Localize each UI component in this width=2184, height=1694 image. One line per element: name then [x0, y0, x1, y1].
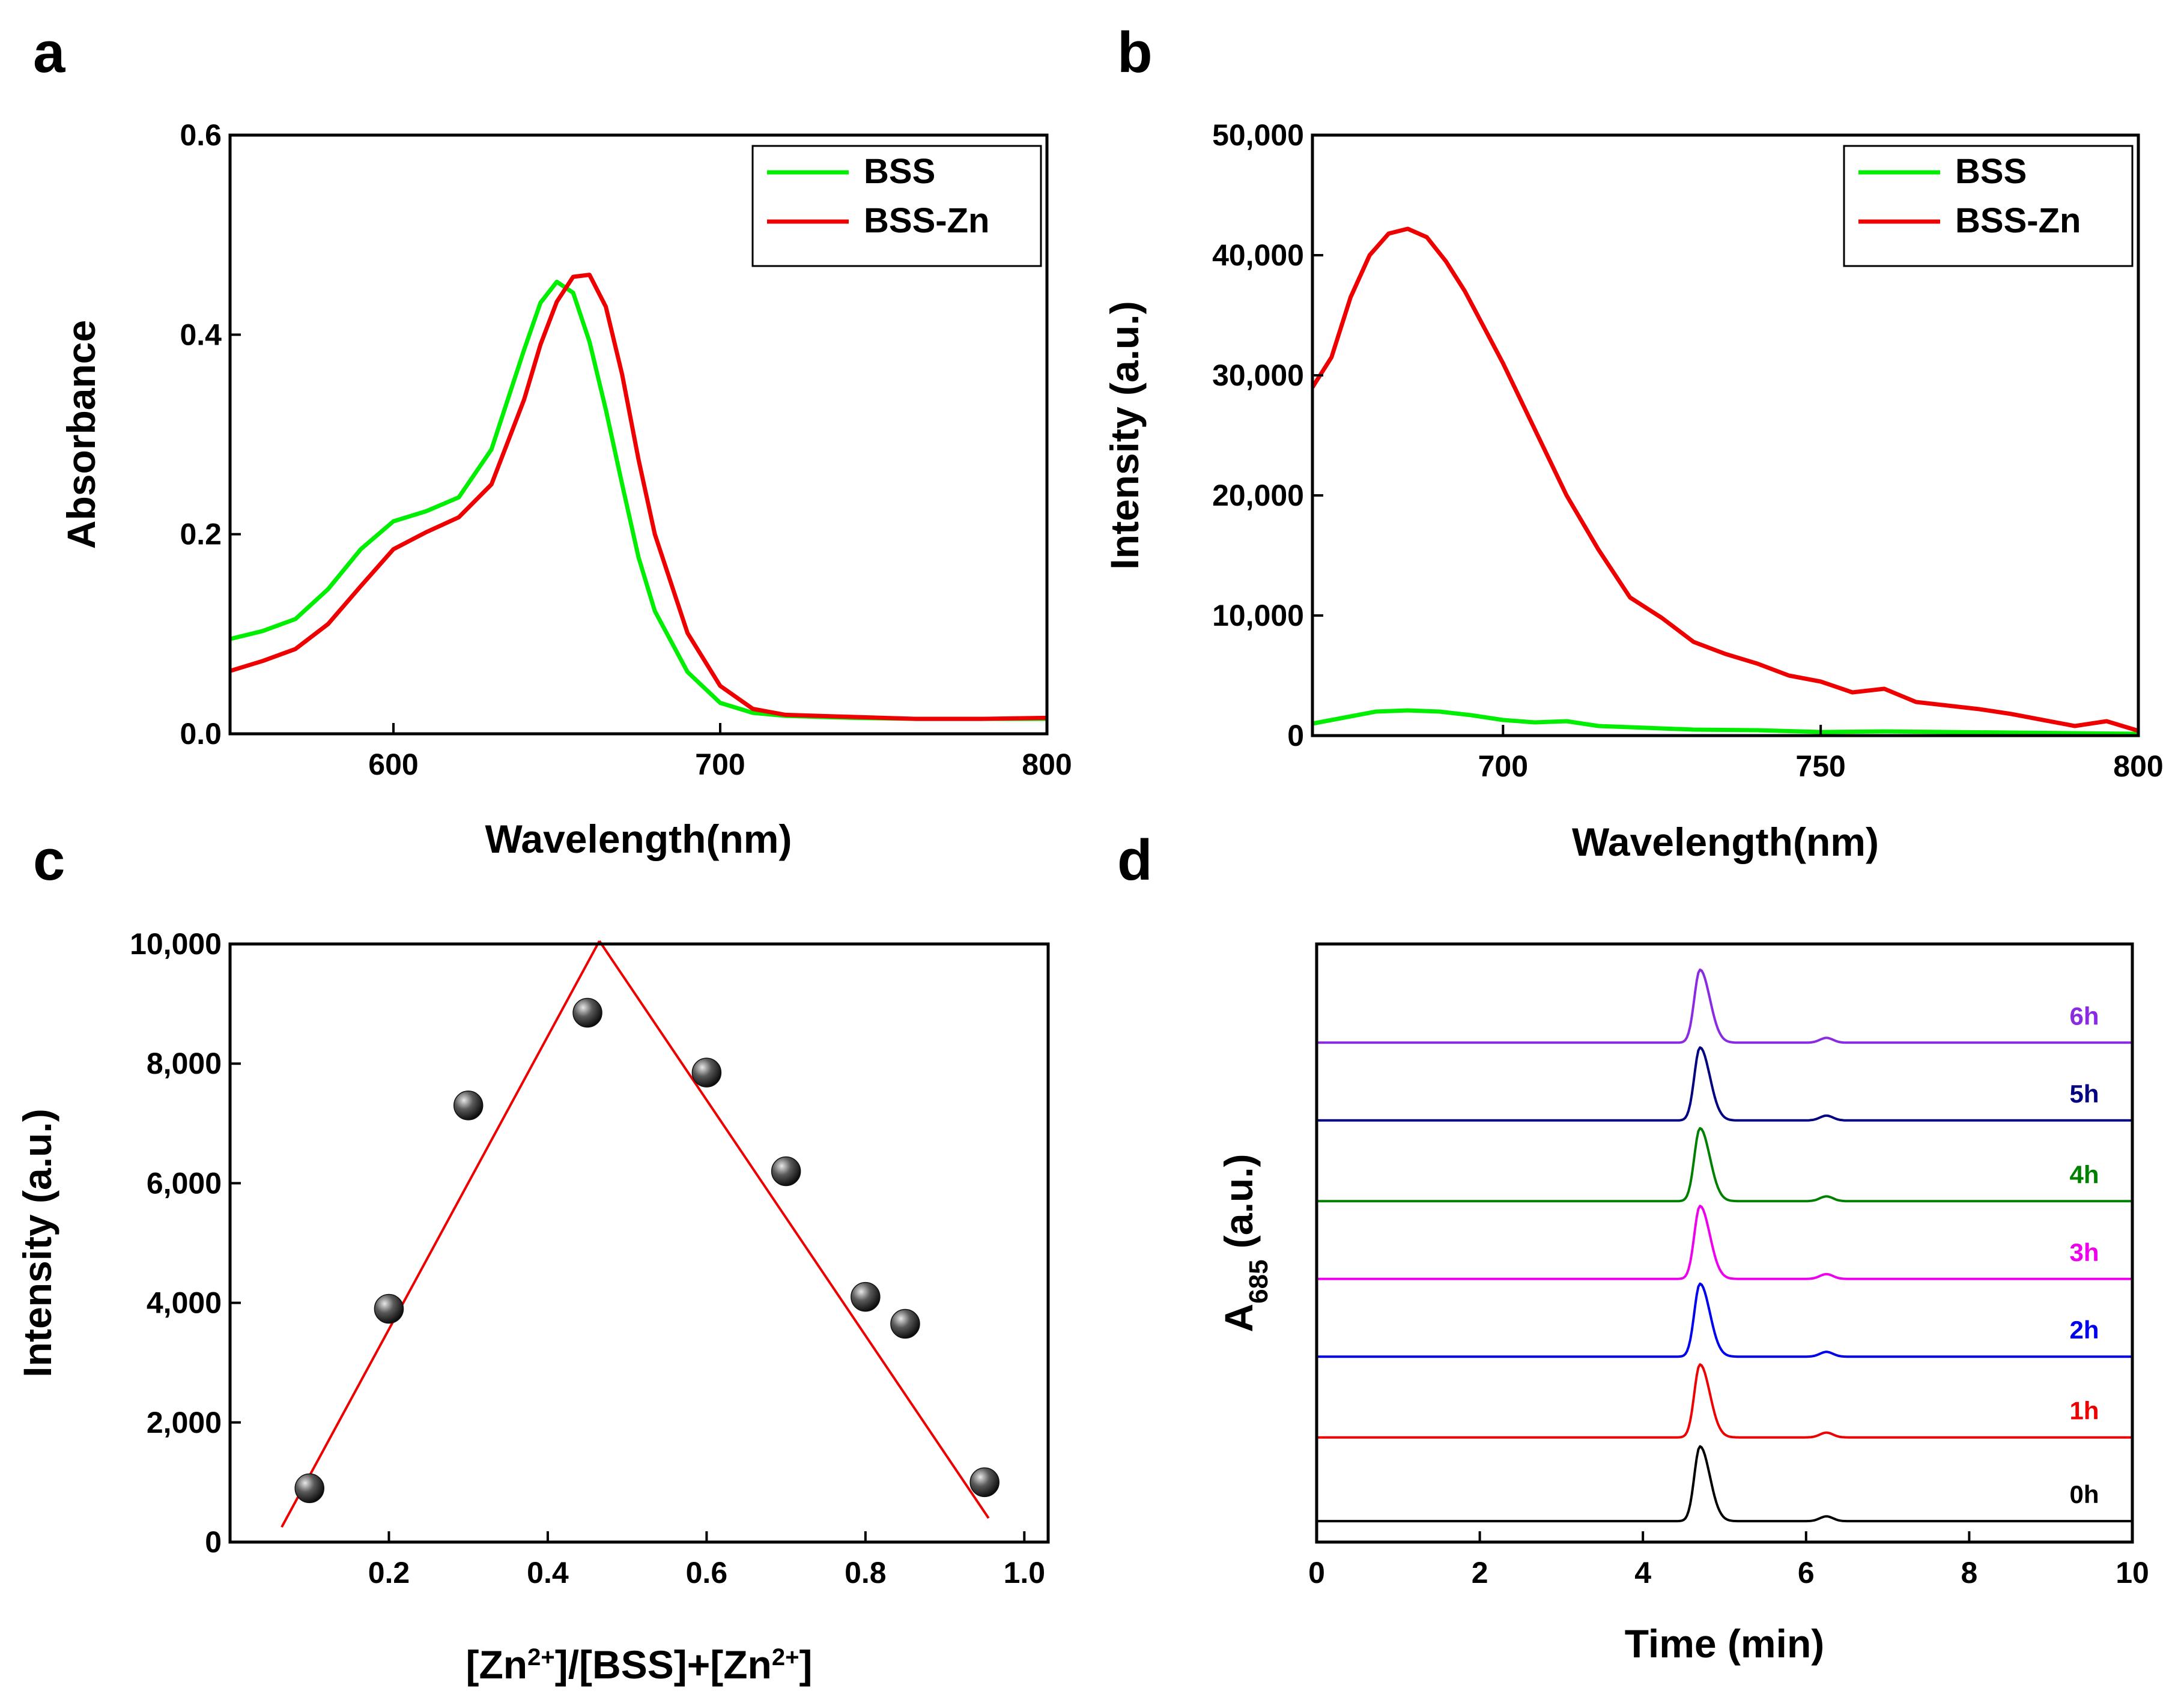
y-tick-label-c: 4,000 — [147, 1286, 222, 1320]
x-axis-title-c-part: [Zn — [466, 1642, 528, 1687]
y-axis-title-d-subscript: 685 — [1244, 1259, 1273, 1303]
x-axis-title-a: Wavelength(nm) — [485, 817, 792, 861]
x-tick-label-c: 0.4 — [527, 1556, 569, 1590]
chart-a: 600 700 800 0.0 0.2 0.4 0.6 Wavelength(nm) Absor… — [59, 118, 1072, 861]
y-tick-label-a: 0.2 — [180, 518, 222, 551]
chart-b: 700 750 800 0 10,000 20,000 30,000 40,000 50,000… — [1102, 118, 2164, 864]
x-axis-title-c-part: ] — [799, 1642, 812, 1687]
y-axis-title-d-main: A — [1216, 1304, 1261, 1333]
panel-label-a: a — [33, 20, 65, 85]
y-tick-label-b: 40,000 — [1212, 238, 1304, 272]
y-axis-title-b: Intensity (a.u.) — [1102, 301, 1147, 569]
legend-label-a: BSS — [864, 152, 935, 191]
x-axis-title-c-part: ]/[BSS]+[Zn — [555, 1642, 772, 1687]
chromatogram-trace-2h — [1317, 1282, 2132, 1358]
y-axis-title-d: A685 (a.u.) — [1216, 1154, 1273, 1332]
panel-label-c: c — [33, 828, 65, 892]
series-line-b-BSS-Zn — [1311, 226, 2140, 733]
scatter-point-c — [453, 1091, 484, 1121]
legend-box-b — [1843, 145, 2134, 267]
x-tick-label-b: 800 — [2113, 749, 2163, 783]
y-axis-title-c: Intensity (a.u.) — [15, 1109, 59, 1377]
y-axis-title-d-tail: (a.u.) — [1216, 1154, 1261, 1259]
series-line-b-BSS — [1312, 708, 2139, 736]
y-tick-label-b: 20,000 — [1212, 479, 1304, 512]
y-tick-label-c: 10,000 — [130, 927, 222, 961]
y-tick-label-a: 0.6 — [180, 118, 222, 152]
fit-line-c-1 — [598, 940, 990, 1519]
scatter-point-c — [969, 1467, 999, 1498]
trace-label-2h: 2h — [2069, 1316, 2099, 1344]
y-tick-label-b: 50,000 — [1212, 118, 1304, 152]
y-tick-label-a: 0.0 — [180, 717, 222, 751]
scatter-point-c — [771, 1156, 801, 1187]
x-tick-label-d: 8 — [1961, 1556, 1977, 1590]
chart-c: 0.2 0.4 0.6 0.8 1.0 0 2,000 4,000 6,000 8,000 10,0… — [15, 927, 1050, 1687]
scatter-point-c — [691, 1057, 722, 1087]
x-axis-title-c: [Zn2+]/[BSS]+[Zn2+] — [466, 1642, 813, 1687]
chromatogram-trace-0h — [1317, 1445, 2132, 1523]
x-tick-label-c: 0.6 — [686, 1556, 728, 1590]
plot-frame-a — [228, 133, 1049, 736]
y-tick-label-b: 0 — [1287, 719, 1304, 752]
x-axis-title-c-superscript: 2+ — [527, 1644, 555, 1671]
scatter-point-c — [572, 997, 602, 1028]
x-tick-label-d: 2 — [1472, 1556, 1488, 1590]
chromatogram-trace-5h — [1317, 1046, 2132, 1122]
chromatogram-trace-3h — [1317, 1205, 2132, 1280]
scatter-point-c — [294, 1473, 324, 1504]
x-tick-label-a: 700 — [695, 748, 745, 781]
y-tick-label-c: 8,000 — [147, 1047, 222, 1080]
trace-label-6h: 6h — [2069, 1002, 2099, 1030]
x-tick-label-c: 0.2 — [368, 1556, 410, 1590]
x-tick-label-c: 0.8 — [845, 1556, 887, 1590]
scatter-point-c — [851, 1281, 881, 1312]
y-tick-label-c: 6,000 — [147, 1166, 222, 1200]
chromatogram-trace-1h — [1317, 1363, 2132, 1439]
charts-layer: 600 700 8000.00.20.40.6Wavelength(nm)Absor… — [15, 118, 2164, 1687]
x-tick-label-a: 800 — [1022, 748, 1072, 781]
y-tick-label-a: 0.4 — [180, 318, 222, 351]
x-tick-label-b: 750 — [1795, 749, 1845, 783]
legend-box-a — [751, 145, 1042, 267]
y-tick-label-c: 0 — [205, 1525, 222, 1559]
trace-label-0h: 0h — [2069, 1480, 2099, 1508]
chromatogram-trace-6h — [1317, 968, 2132, 1044]
fit-line-c-0 — [281, 940, 601, 1528]
x-axis-title-d: Time (min) — [1625, 1621, 1824, 1666]
legend-label-b: BSS — [1955, 152, 2027, 191]
trace-label-5h: 5h — [2069, 1080, 2099, 1108]
trace-label-3h: 3h — [2069, 1238, 2099, 1266]
scatter-point-c — [374, 1293, 404, 1324]
x-axis-title-b: Wavelength(nm) — [1572, 820, 1879, 864]
plot-frame-b — [1311, 133, 2140, 737]
chart-d: 0h 1h 2h 3h 4h 5h 6h 0 2 4 6 8 10 Time (min) A685 (a.u… — [1216, 942, 2149, 1666]
x-tick-label-d: 10 — [2116, 1556, 2149, 1590]
x-tick-label-c: 1.0 — [1004, 1556, 1046, 1590]
panel-label-d: d — [1117, 828, 1153, 892]
x-tick-label-d: 6 — [1798, 1556, 1815, 1590]
y-tick-label-c: 2,000 — [147, 1406, 222, 1439]
x-tick-label-b: 700 — [1478, 749, 1528, 783]
y-axis-title-a: Absorbance — [59, 320, 103, 549]
trace-label-1h: 1h — [2069, 1397, 2099, 1425]
plot-frame-c — [228, 942, 1050, 1544]
y-tick-label-b: 30,000 — [1212, 358, 1304, 392]
y-tick-label-b: 10,000 — [1212, 599, 1304, 632]
scatter-point-c — [890, 1308, 920, 1339]
panel-label-b: b — [1117, 20, 1153, 85]
legend-label-a: BSS-Zn — [864, 201, 989, 240]
trace-label-4h: 4h — [2069, 1160, 2099, 1188]
legend-label-b: BSS-Zn — [1955, 201, 2081, 240]
x-tick-label-d: 4 — [1634, 1556, 1651, 1590]
x-tick-label-a: 600 — [368, 748, 418, 781]
plot-frame-d — [1315, 942, 2134, 1544]
chromatogram-trace-4h — [1317, 1127, 2132, 1203]
series-line-a-BSS-Zn — [229, 273, 1048, 721]
x-tick-label-d: 0 — [1308, 1556, 1325, 1590]
x-axis-title-c-superscript: 2+ — [772, 1644, 799, 1671]
